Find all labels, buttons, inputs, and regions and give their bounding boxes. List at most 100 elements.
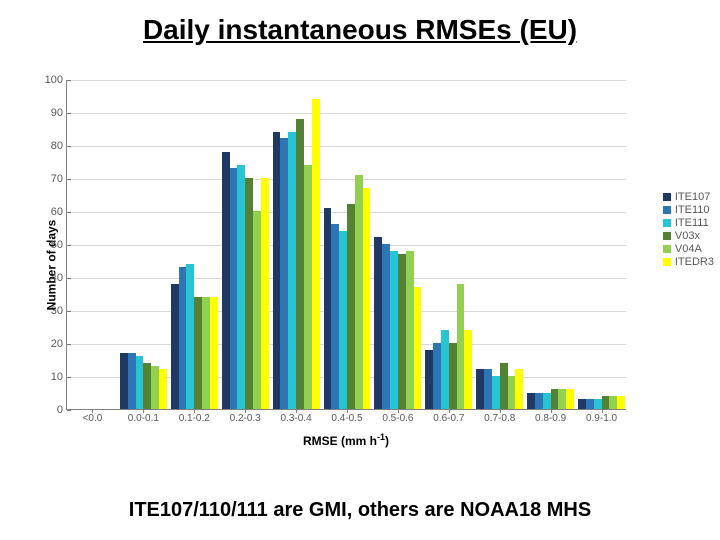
legend-swatch — [663, 258, 671, 266]
page: Daily instantaneous RMSEs (EU) Number of… — [0, 0, 720, 540]
bar — [363, 188, 371, 409]
y-tick — [67, 278, 71, 279]
bar-group — [578, 396, 625, 409]
bar — [566, 389, 574, 409]
bar — [179, 267, 187, 409]
caption: ITE107/110/111 are GMI, others are NOAA1… — [0, 499, 720, 522]
bar — [136, 356, 144, 409]
bar — [441, 330, 449, 409]
bar — [476, 369, 484, 409]
bar — [374, 237, 382, 409]
y-tick-label: 20 — [51, 338, 67, 350]
bar — [210, 297, 218, 409]
bar — [159, 369, 167, 409]
legend-item: ITE111 — [663, 217, 714, 229]
x-tick-label: 0.8-0.9 — [535, 409, 566, 424]
bar — [120, 353, 128, 409]
bar — [237, 165, 245, 409]
legend-swatch — [663, 232, 671, 240]
y-tick — [67, 410, 71, 411]
x-tick-label: 0.2-0.3 — [230, 409, 261, 424]
legend-label: ITE111 — [675, 217, 709, 229]
x-tick-label: 0.1-0.2 — [179, 409, 210, 424]
bar — [543, 393, 551, 410]
x-axis-label: RMSE (mm h-1) — [66, 432, 626, 448]
bar — [558, 389, 566, 409]
bar — [280, 138, 288, 409]
bar — [500, 363, 508, 409]
bar-group — [374, 237, 421, 409]
bar — [186, 264, 194, 409]
bar — [312, 99, 320, 409]
bar — [261, 178, 269, 409]
bar — [406, 251, 414, 409]
bar — [609, 396, 617, 409]
bar-group — [273, 99, 320, 409]
bar — [382, 244, 390, 409]
grid-line — [67, 80, 626, 81]
bar — [527, 393, 535, 410]
chart-area: Number of days 0102030405060708090100<0.… — [30, 80, 630, 450]
bar — [464, 330, 472, 409]
y-tick-label: 0 — [57, 404, 67, 416]
bar — [390, 251, 398, 409]
bar — [253, 211, 261, 409]
y-tick — [67, 179, 71, 180]
legend-item: ITE110 — [663, 204, 714, 216]
y-tick-label: 90 — [51, 107, 67, 119]
y-tick — [67, 344, 71, 345]
y-tick-label: 30 — [51, 305, 67, 317]
bar — [324, 208, 332, 409]
bar — [484, 369, 492, 409]
bar — [602, 396, 610, 409]
bar — [425, 350, 433, 409]
bar — [508, 376, 516, 409]
legend-swatch — [663, 193, 671, 201]
x-tick-label: 0.0-0.1 — [128, 409, 159, 424]
y-tick — [67, 113, 71, 114]
bar — [304, 165, 312, 409]
bar-group — [120, 353, 167, 409]
bar — [143, 363, 151, 409]
legend-swatch — [663, 245, 671, 253]
bar — [586, 399, 594, 409]
x-tick-label: 0.5-0.6 — [382, 409, 413, 424]
y-tick-label: 100 — [45, 74, 67, 86]
bar — [202, 297, 210, 409]
bar-group — [324, 175, 371, 409]
legend-label: ITE107 — [675, 191, 710, 203]
bar-group — [527, 389, 574, 409]
y-tick — [67, 146, 71, 147]
bar — [398, 254, 406, 409]
bar — [288, 132, 296, 409]
bar — [492, 376, 500, 409]
y-tick-label: 80 — [51, 140, 67, 152]
x-tick-label: 0.9-1.0 — [586, 409, 617, 424]
x-tick-label: <0.0 — [83, 409, 103, 424]
legend-swatch — [663, 206, 671, 214]
bar — [594, 399, 602, 409]
grid-line — [67, 146, 626, 147]
grid-line — [67, 113, 626, 114]
legend-swatch — [663, 219, 671, 227]
bar — [194, 297, 202, 409]
y-axis-label: Number of days — [44, 220, 58, 311]
legend: ITE107ITE110ITE111V03xV04AITEDR3 — [663, 190, 714, 269]
bar — [617, 396, 625, 409]
bar — [578, 399, 586, 409]
bar — [245, 178, 253, 409]
y-tick-label: 10 — [51, 371, 67, 383]
bar — [347, 204, 355, 409]
x-tick-label: 0.6-0.7 — [433, 409, 464, 424]
legend-item: ITE107 — [663, 191, 714, 203]
bar — [171, 284, 179, 409]
x-tick-label: 0.3-0.4 — [281, 409, 312, 424]
bar-group — [425, 284, 472, 409]
legend-item: V04A — [663, 243, 714, 255]
legend-label: ITE110 — [675, 204, 710, 216]
bar — [128, 353, 136, 409]
y-tick-label: 70 — [51, 173, 67, 185]
y-tick — [67, 377, 71, 378]
y-tick — [67, 80, 71, 81]
x-tick-label: 0.7-0.8 — [484, 409, 515, 424]
